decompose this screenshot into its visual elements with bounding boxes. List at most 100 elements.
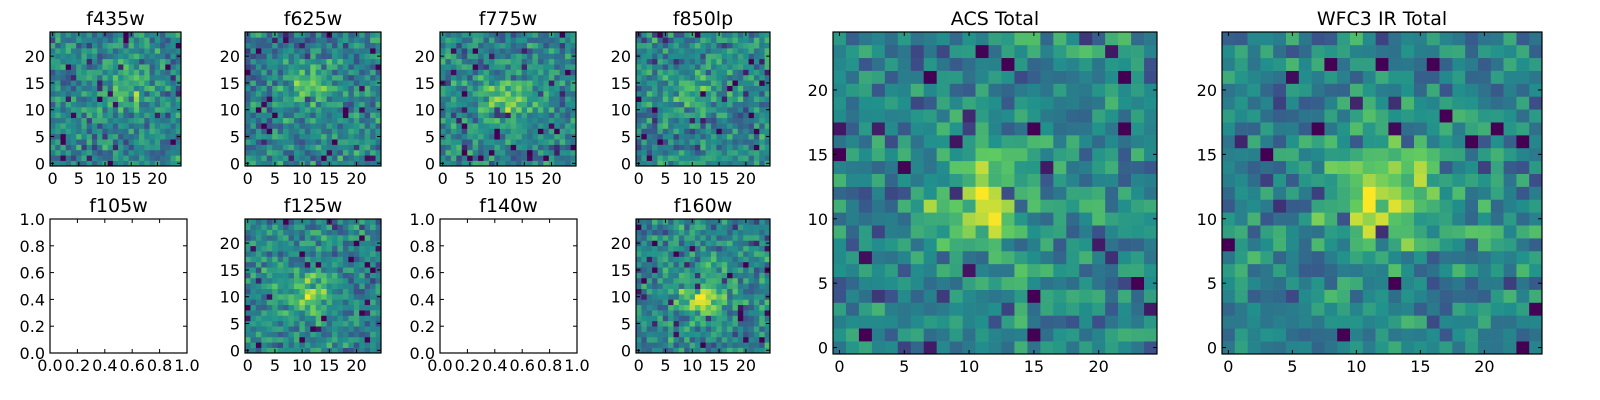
- pixel-cell: [700, 288, 706, 295]
- pixel-cell: [440, 144, 446, 151]
- panel-title: f625w: [284, 8, 343, 30]
- pixel-cell: [261, 149, 268, 156]
- pixel-cell: [748, 69, 755, 76]
- pixel-cell: [315, 235, 322, 241]
- pixel-cell: [261, 64, 268, 70]
- pixel-cell: [139, 117, 145, 124]
- pixel-cell: [684, 320, 690, 327]
- pixel-cell: [565, 107, 571, 113]
- pixel-cell: [461, 107, 468, 113]
- pixel-cell: [975, 70, 989, 84]
- pixel-cell: [370, 160, 376, 167]
- pixel-cell: [646, 256, 653, 263]
- pixel-cell: [304, 277, 311, 284]
- pixel-cell: [559, 107, 566, 113]
- panel-title: f435w: [86, 8, 145, 30]
- pixel-cell: [662, 224, 669, 231]
- pixel-cell: [326, 69, 333, 76]
- pixel-cell: [716, 272, 723, 279]
- pixel-cell: [266, 310, 273, 316]
- pixel-cell: [353, 310, 360, 316]
- pixel-cell: [689, 251, 696, 257]
- pixel-cell: [133, 32, 140, 38]
- pixel-cell: [652, 229, 658, 236]
- pixel-cell: [652, 315, 658, 322]
- pixel-cell: [70, 32, 77, 38]
- pixel-cell: [662, 155, 669, 161]
- pixel-cell: [764, 277, 771, 284]
- pixel-cell: [293, 235, 300, 241]
- pixel-cell: [364, 229, 371, 236]
- pixel-cell: [170, 128, 177, 135]
- pixel-cell: [348, 37, 355, 44]
- pixel-cell: [440, 117, 446, 124]
- pixel-cell: [310, 37, 317, 44]
- pixel-cell: [261, 139, 268, 145]
- pixel-cell: [321, 133, 327, 140]
- pixel-cell: [91, 74, 98, 81]
- pixel-cell: [456, 90, 463, 97]
- pixel-cell: [1362, 341, 1376, 355]
- pixel-cell: [133, 128, 140, 135]
- pixel-cell: [673, 294, 680, 300]
- pixel-cell: [764, 58, 771, 65]
- pixel-cell: [694, 267, 701, 273]
- pixel-cell: [678, 42, 685, 49]
- pixel-cell: [988, 122, 1002, 136]
- pixel-cell: [1478, 263, 1492, 278]
- pixel-cell: [548, 155, 555, 161]
- pixel-cell: [86, 133, 93, 140]
- pixel-cell: [499, 90, 506, 97]
- pixel-cell: [467, 123, 473, 129]
- pixel-cell: [118, 107, 124, 113]
- pixel-cell: [472, 149, 479, 156]
- pixel-cell: [337, 64, 344, 70]
- pixel-cell: [261, 342, 268, 348]
- pixel-cell: [652, 267, 658, 273]
- pixel-cell: [975, 341, 989, 355]
- pixel-cell: [337, 117, 344, 124]
- pixel-cell: [936, 160, 950, 174]
- pixel-cell: [261, 261, 268, 268]
- pixel-cell: [833, 57, 847, 71]
- pixel-cell: [250, 342, 257, 348]
- pixel-cell: [1105, 250, 1119, 265]
- pixel-cell: [60, 37, 67, 44]
- pixel-cell: [732, 304, 739, 311]
- pixel-cell: [353, 90, 360, 97]
- pixel-cell: [721, 90, 728, 97]
- pixel-cell: [527, 123, 533, 129]
- pixel-cell: [743, 277, 749, 284]
- pixel-cell: [652, 294, 658, 300]
- pixel-cell: [748, 251, 755, 257]
- pixel-cell: [160, 37, 166, 44]
- pixel-cell: [467, 48, 473, 54]
- pixel-cell: [128, 90, 135, 97]
- pixel-cell: [727, 283, 733, 289]
- pixel-cell: [65, 53, 72, 60]
- pixel-cell: [1118, 173, 1132, 187]
- pixel-cell: [1222, 341, 1236, 355]
- pixel-cell: [1529, 302, 1543, 316]
- pixel-cell: [975, 135, 989, 149]
- pixel-cell: [128, 112, 135, 119]
- pixel-cell: [884, 341, 899, 355]
- pixel-cell: [133, 90, 140, 97]
- pixel-cell: [348, 112, 355, 119]
- y-tick-label: 15: [220, 74, 240, 93]
- pixel-cell: [348, 288, 355, 295]
- pixel-cell: [727, 267, 733, 273]
- pixel-cell: [321, 229, 327, 236]
- pixel-cell: [76, 69, 82, 76]
- pixel-cell: [759, 58, 765, 65]
- pixel-cell: [748, 107, 755, 113]
- pixel-cell: [450, 74, 457, 81]
- x-tick-label: 0: [634, 356, 644, 375]
- pixel-cell: [636, 331, 642, 338]
- pixel-cell: [364, 245, 371, 252]
- pixel-cell: [91, 101, 98, 108]
- pixel-cell: [678, 155, 685, 161]
- pixel-cell: [936, 225, 950, 239]
- pixel-cell: [1118, 315, 1132, 329]
